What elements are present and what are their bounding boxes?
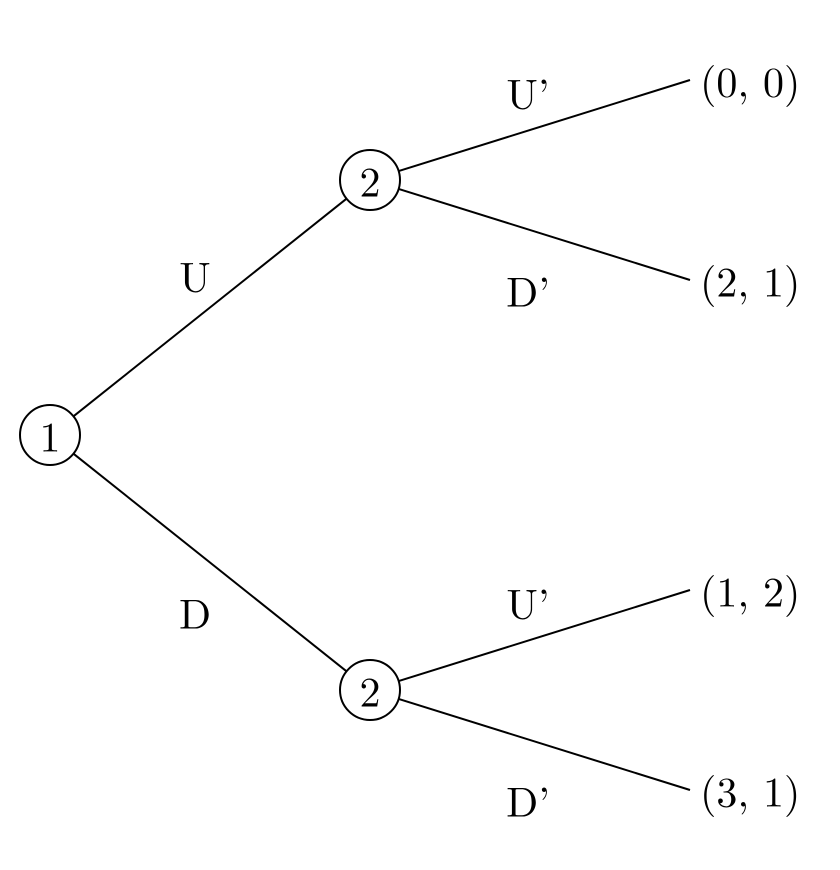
payoffs-layer: (0, 0) (2, 1) (1, 2) (3, 1) <box>700 51 800 820</box>
edge-label: D <box>179 583 211 642</box>
payoff-label: (3, 1) <box>700 761 800 820</box>
edge <box>73 199 346 417</box>
payoff-label: (0, 0) <box>700 51 800 110</box>
node-label: 2 <box>359 661 380 720</box>
edge-label: D’ <box>506 261 550 320</box>
edge-label: D’ <box>506 771 550 830</box>
edge-label: U’ <box>506 573 549 632</box>
node-label: 2 <box>359 151 380 210</box>
payoff-label: (2, 1) <box>700 251 800 310</box>
game-tree-diagram: 1 2 2 U D U’ D’ U’ D’ (0, 0) (2, 1) (1, 2) (3, 1) <box>0 0 840 870</box>
node-label: 1 <box>39 406 60 465</box>
payoff-label: (1, 2) <box>700 561 800 620</box>
edge-label: U’ <box>506 63 549 122</box>
edge-label: U <box>179 246 211 305</box>
